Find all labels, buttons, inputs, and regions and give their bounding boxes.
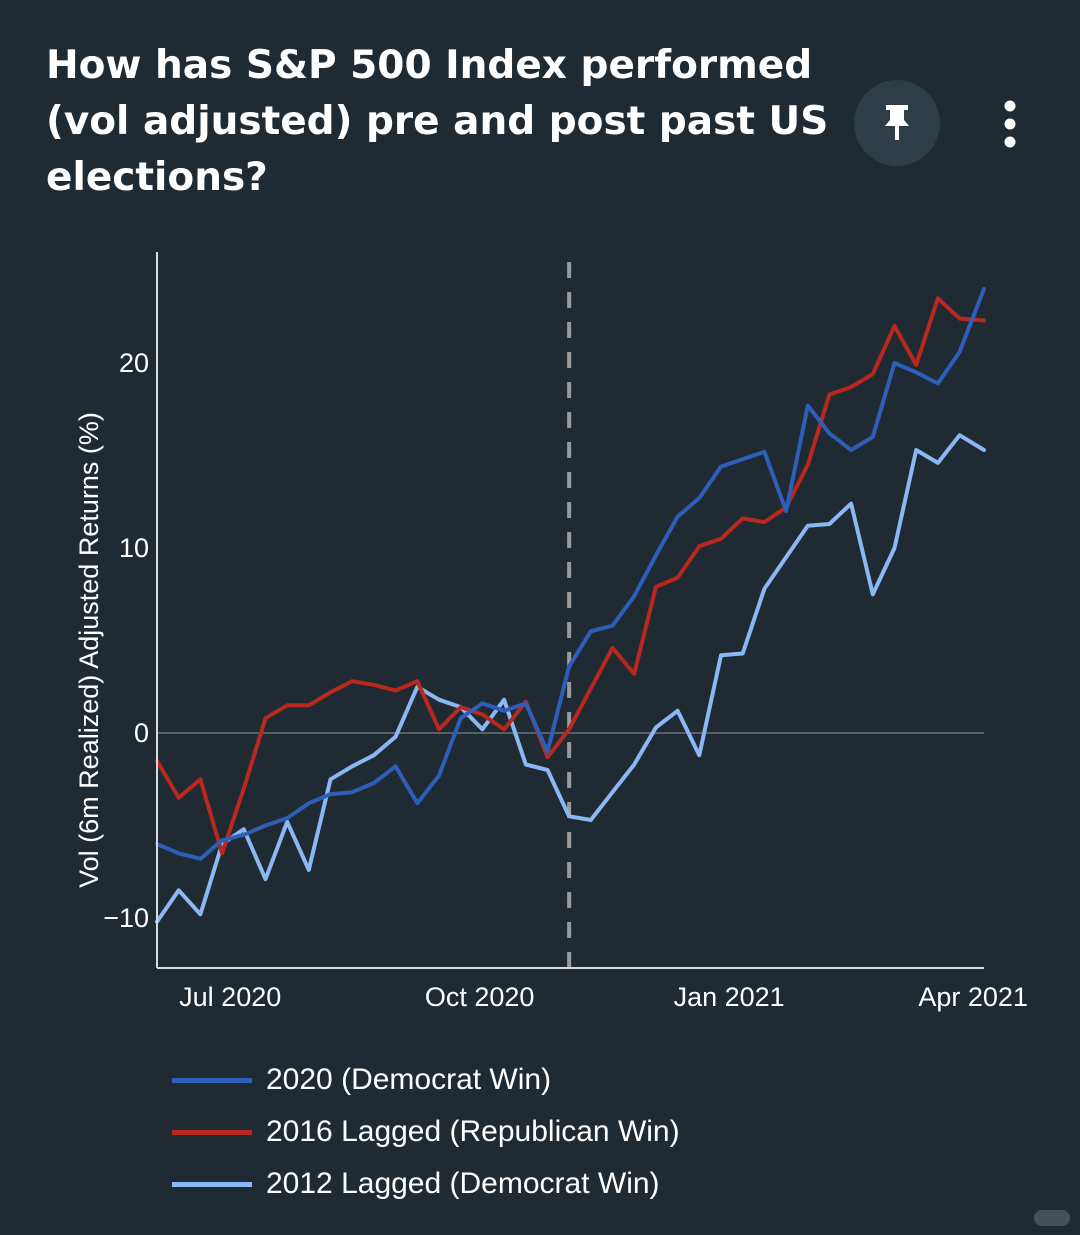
more-options-button[interactable]	[990, 96, 1030, 152]
series-line-1	[155, 296, 986, 856]
x-tick-label: Oct 2020	[425, 982, 535, 1012]
x-tick-label: Jul 2020	[179, 982, 281, 1012]
legend-swatch-2012	[172, 1181, 252, 1187]
y-tick-label: 0	[134, 718, 149, 748]
legend: 2020 (Democrat Win) 2016 Lagged (Republi…	[172, 1054, 680, 1210]
series-line-2	[155, 433, 986, 924]
y-axis-title: Vol (6m Realized) Adjusted Returns (%)	[74, 412, 104, 888]
series-line-0	[155, 287, 986, 861]
y-tick-label: −10	[103, 903, 149, 933]
more-vertical-icon	[1004, 100, 1016, 148]
x-tick-label: Apr 2021	[918, 982, 1028, 1012]
legend-item-2012[interactable]: 2012 Lagged (Democrat Win)	[172, 1158, 680, 1210]
x-tick-label: Jan 2021	[674, 982, 785, 1012]
legend-item-2016[interactable]: 2016 Lagged (Republican Win)	[172, 1106, 680, 1158]
y-tick-label: 20	[119, 348, 149, 378]
watermark-badge	[1034, 1210, 1070, 1226]
y-tick-label: 10	[119, 533, 149, 563]
pin-icon	[885, 105, 909, 140]
legend-label-2020: 2020 (Democrat Win)	[266, 1063, 552, 1096]
legend-label-2012: 2012 Lagged (Democrat Win)	[266, 1167, 660, 1200]
legend-swatch-2016	[172, 1129, 252, 1135]
legend-swatch-2020	[172, 1077, 252, 1083]
page-title: How has S&P 500 Index performed (vol adj…	[46, 43, 829, 200]
pin-button[interactable]	[854, 80, 940, 166]
legend-item-2020[interactable]: 2020 (Democrat Win)	[172, 1054, 680, 1106]
line-chart: Vol (6m Realized) Adjusted Returns (%) −…	[74, 252, 1028, 1012]
legend-label-2016: 2016 Lagged (Republican Win)	[266, 1115, 680, 1148]
